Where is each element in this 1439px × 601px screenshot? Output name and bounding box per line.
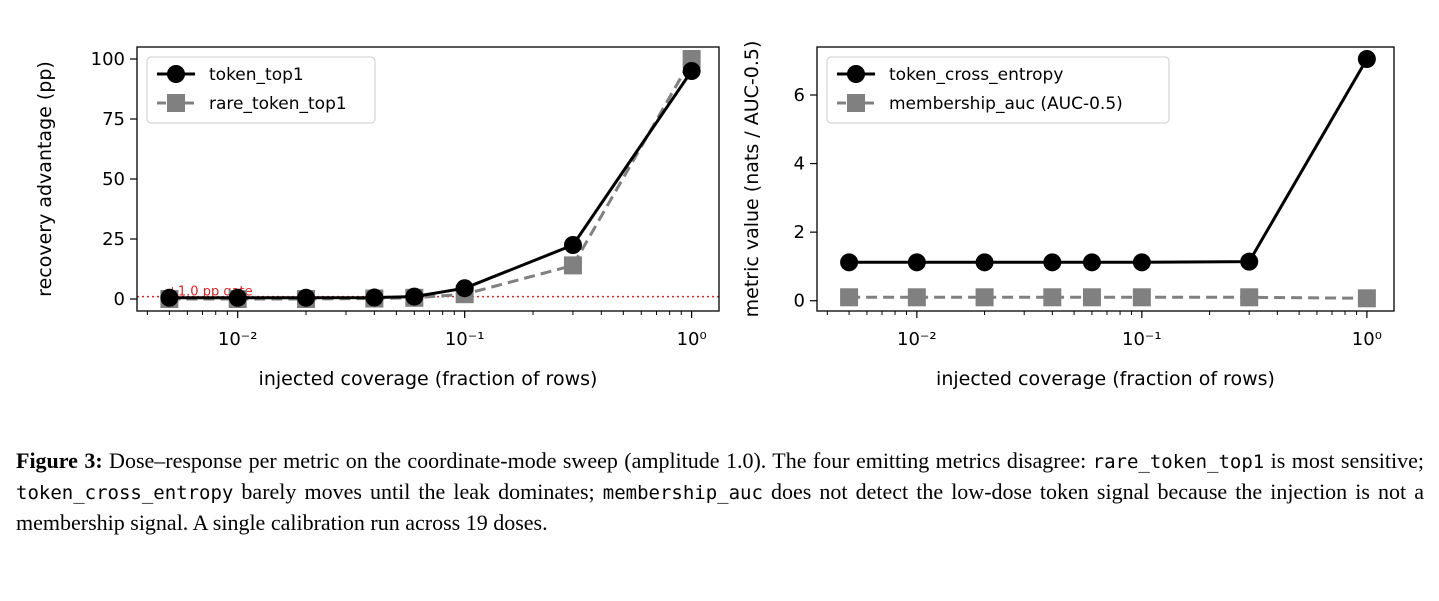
x-tick-label: 10⁻¹: [445, 329, 485, 350]
series-line-membership-auc-auc-0-5: [849, 295, 1367, 300]
y-tick-label: 0: [114, 289, 125, 310]
caption-text-1: Dose–response per metric on the coordina…: [102, 448, 1093, 473]
y-tick-label: 6: [794, 85, 805, 106]
x-tick-label: 10⁰: [677, 329, 707, 350]
point-rare-token-top1: [563, 256, 582, 275]
x-tick-label: 10⁻²: [897, 329, 937, 350]
caption-label: Figure 3:: [16, 448, 103, 473]
point-token-cross-entropy: [1082, 253, 1101, 272]
y-tick-label: 25: [102, 229, 125, 250]
x-tick-label: 10⁻¹: [1122, 329, 1162, 350]
y-tick-label: 0: [794, 291, 805, 312]
legend-marker-rare-token-top1: [167, 94, 185, 112]
y-axis-title: recovery advantage (pp): [34, 61, 56, 297]
y-tick-label: 50: [102, 169, 125, 190]
y-tick-label: 4: [794, 154, 805, 175]
x-axis-title: injected coverage (fraction of rows): [936, 368, 1275, 390]
x-tick-label: 10⁻²: [218, 329, 258, 350]
point-token-top1: [228, 288, 247, 307]
y-tick-label: 100: [91, 49, 125, 70]
point-token-cross-entropy: [1132, 253, 1151, 272]
legend-box: [826, 56, 1170, 124]
point-token-cross-entropy: [840, 253, 859, 272]
caption-code-token-cross-entropy: token_cross_entropy: [16, 482, 234, 504]
point-token-top1: [455, 279, 474, 298]
point-membership-auc-auc-0-5: [907, 288, 926, 307]
caption-text-3: barely moves until the leak dominates;: [233, 479, 603, 504]
legend-marker-membership-auc-auc-0-5: [847, 94, 865, 112]
point-token-cross-entropy: [907, 253, 926, 272]
y-axis-title: metric value (nats / AUC-0.5): [741, 41, 763, 318]
plot-frame: [816, 46, 1395, 312]
point-membership-auc-auc-0-5: [1240, 288, 1259, 307]
y-tick-label: 75: [102, 109, 125, 130]
legend-label-token-top1: token_top1: [209, 65, 304, 85]
series-line-token-cross-entropy: [849, 58, 1369, 264]
y-tick-label: 2: [794, 222, 805, 243]
point-token-top1: [682, 62, 701, 80]
point-membership-auc-auc-0-5: [840, 288, 859, 307]
series-line-token-top1: [169, 70, 693, 300]
caption-code-membership-auc: membership_auc: [602, 482, 763, 504]
legend-label-rare-token-top1: rare_token_top1: [209, 94, 347, 114]
x-tick-label: 10⁰: [1352, 329, 1382, 350]
legend-marker-token-cross-entropy: [847, 65, 865, 83]
legend-box: [146, 56, 376, 124]
caption-text-4: does not detect the low-dose token signa…: [16, 479, 1424, 535]
point-token-cross-entropy: [1240, 252, 1259, 271]
point-membership-auc-auc-0-5: [1357, 289, 1376, 308]
figure-caption: Figure 3: Dose–response per metric on th…: [16, 446, 1424, 537]
point-token-top1: [563, 236, 582, 254]
point-token-top1: [405, 287, 424, 306]
point-token-top1: [160, 288, 179, 307]
caption-text-2: is most sensitive;: [1264, 448, 1424, 473]
point-token-cross-entropy: [1043, 253, 1062, 272]
right-panel: 10⁻² 10⁻¹ 10⁰ 0 2 4 6 injected coverage (fracti…: [741, 41, 1395, 390]
point-membership-auc-auc-0-5: [1043, 288, 1062, 307]
point-token-cross-entropy: [1357, 50, 1376, 68]
point-membership-auc-auc-0-5: [975, 288, 994, 307]
caption-code-rare-token-top1: rare_token_top1: [1092, 451, 1265, 473]
point-token-top1: [297, 288, 316, 307]
legend-label-token-cross-entropy: token_cross_entropy: [889, 65, 1063, 85]
x-axis-title: injected coverage (fraction of rows): [259, 368, 598, 390]
point-token-cross-entropy: [975, 253, 994, 272]
plot-frame: [136, 46, 720, 312]
legend-label-membership-auc-auc-0-5: membership_auc (AUC-0.5): [889, 94, 1123, 114]
legend-marker-token-top1: [167, 65, 185, 83]
point-token-top1: [365, 288, 384, 307]
point-membership-auc-auc-0-5: [1132, 288, 1151, 307]
point-membership-auc-auc-0-5: [1082, 288, 1101, 307]
